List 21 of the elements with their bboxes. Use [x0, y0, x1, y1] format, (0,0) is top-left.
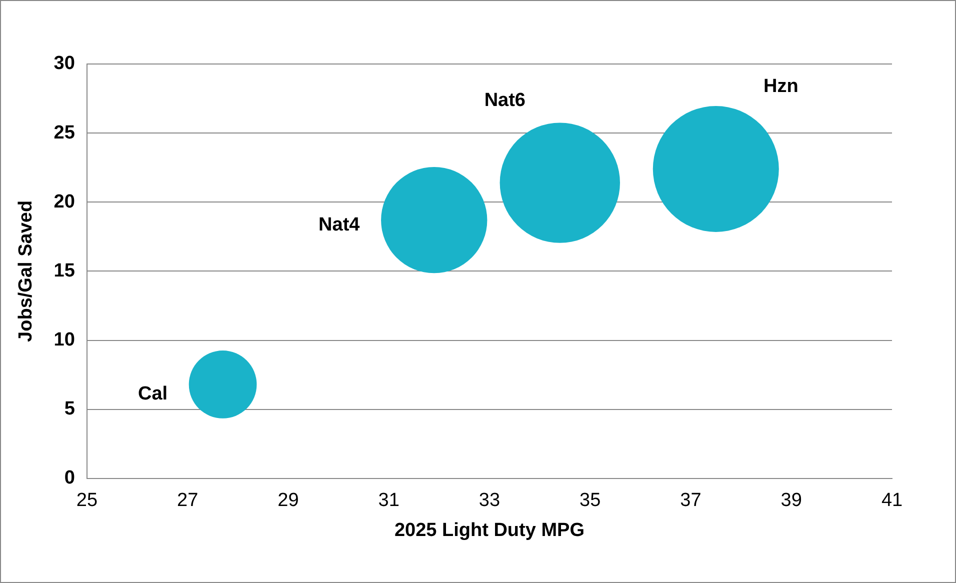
x-tick-label: 29	[278, 490, 299, 512]
y-axis-title: Jobs/Gal Saved	[16, 200, 37, 342]
y-tick-label: 25	[54, 122, 76, 144]
x-tick-label: 39	[780, 490, 802, 512]
y-tick-label: 30	[54, 53, 75, 74]
series-label: Hzn	[763, 76, 798, 98]
x-tick-label: 31	[378, 490, 400, 512]
x-tick-label: 27	[176, 490, 198, 512]
x-tick-label: 35	[580, 490, 601, 512]
series-label: Nat6	[484, 90, 526, 112]
series-label: Cal	[138, 384, 168, 405]
y-tick-label: 20	[54, 191, 75, 212]
y-tick-label: 15	[54, 260, 76, 282]
x-tick-label: 37	[680, 490, 702, 512]
y-tick-label: 10	[54, 330, 75, 350]
x-axis-title: 2025 Light Duty MPG	[394, 520, 584, 541]
x-tick-label: 33	[478, 490, 500, 512]
y-tick-label: 0	[64, 468, 75, 489]
y-tick-label: 5	[64, 398, 76, 420]
series-label: Nat4	[318, 214, 360, 236]
x-tick-label: 41	[881, 490, 903, 512]
